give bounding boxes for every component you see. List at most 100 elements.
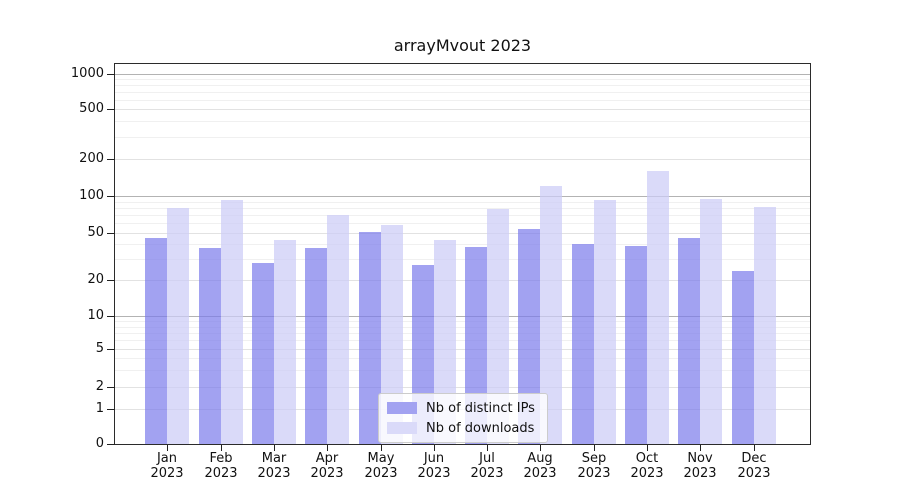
bar-distinct-ips-dec-2023 [731,270,754,444]
x-tick-mark [274,445,275,451]
x-tick-mark [381,445,382,451]
legend-label-downloads: Nb of downloads [426,420,535,436]
x-tick-year: 2023 [630,466,664,481]
bar-downloads-jun-2023 [433,239,456,444]
gridline-minor [115,244,810,246]
gridline-minor [115,215,810,217]
x-tick-year: 2023 [470,466,504,481]
y-tick-mark [107,74,115,75]
x-tick-label: Sep 2023 [564,451,624,481]
x-tick-label: Jun 2023 [404,451,464,481]
x-tick-month: Oct [635,451,659,466]
x-tick-mark [540,445,541,451]
y-tick-label: 2 [95,379,104,394]
legend-label-distinct-ips: Nb of distinct IPs [426,400,535,416]
bar-distinct-ips-jan-2023 [145,238,168,444]
y-tick-mark [107,159,115,160]
plot-border-top [114,63,811,64]
y-tick-label: 20 [87,272,104,287]
bar-downloads-apr-2023 [327,215,350,444]
y-tick-mark [107,409,115,410]
y-tick-mark [107,316,115,317]
y-axis-line [114,63,115,445]
bar-distinct-ips-may-2023 [358,231,381,444]
bar-downloads-nov-2023 [700,199,723,444]
x-tick-mark [594,445,595,451]
gridline [115,159,810,160]
x-tick-mark [167,445,168,451]
x-tick-label: Apr 2023 [297,451,357,481]
legend-item-distinct-ips: Nb of distinct IPs [387,398,535,418]
x-tick-mark [754,445,755,451]
x-tick-month: Mar [261,451,287,466]
x-tick-mark [647,445,648,451]
y-tick-label: 500 [79,101,104,116]
x-tick-label: Aug 2023 [510,451,570,481]
x-tick-month: Jun [423,451,445,466]
x-tick-label: Jul 2023 [457,451,517,481]
gridline [115,349,810,350]
bar-downloads-dec-2023 [753,206,776,444]
gridline-minor [115,79,810,81]
x-tick-year: 2023 [364,466,398,481]
x-tick-year: 2023 [150,466,184,481]
y-tick-mark [107,109,115,110]
x-tick-label: Jan 2023 [137,451,197,481]
plot-border-right [810,63,811,445]
bar-downloads-jul-2023 [487,209,510,444]
x-tick-month: Aug [527,451,553,466]
gridline [115,387,810,388]
x-tick-month: Sep [581,451,607,466]
gridline-minor [115,99,810,101]
legend-swatch-distinct-ips [387,402,417,414]
x-tick-month: Apr [315,451,339,466]
bar-downloads-oct-2023 [647,170,670,444]
x-tick-label: Oct 2023 [617,451,677,481]
y-tick-mark [107,387,115,388]
legend-swatch-downloads [387,422,417,434]
x-tick-year: 2023 [577,466,611,481]
x-tick-month: May [367,451,395,466]
gridline-minor [115,370,810,372]
gridline [115,316,810,317]
bar-downloads-jan-2023 [167,207,190,444]
bar-distinct-ips-aug-2023 [518,228,541,444]
x-tick-month: Feb [209,451,233,466]
gridline [115,196,810,197]
gridline-minor [115,223,810,225]
x-tick-label: Nov 2023 [670,451,730,481]
y-tick-mark [107,444,115,445]
x-tick-mark [700,445,701,451]
y-tick-mark [107,349,115,350]
bar-distinct-ips-apr-2023 [305,248,328,444]
gridline [115,74,810,75]
gridline [115,280,810,281]
gridline-minor [115,121,810,123]
bar-distinct-ips-nov-2023 [678,238,701,444]
x-tick-label: Dec 2023 [724,451,784,481]
x-tick-month: Nov [687,451,713,466]
chart-title: arrayMvout 2023 [393,36,532,55]
gridline-minor [115,326,810,328]
x-tick-year: 2023 [417,466,451,481]
bar-downloads-may-2023 [380,225,403,444]
gridline-minor [115,321,810,323]
y-tick-label: 5 [95,341,104,356]
plot-area [115,63,810,444]
y-tick-label: 1 [95,401,104,416]
x-tick-mark [434,445,435,451]
x-tick-year: 2023 [310,466,344,481]
bar-distinct-ips-mar-2023 [251,262,274,444]
x-tick-year: 2023 [737,466,771,481]
y-tick-mark [107,233,115,234]
gridline-minor [115,259,810,261]
x-tick-month: Jan [156,451,178,466]
bar-distinct-ips-sep-2023 [571,244,594,444]
x-tick-year: 2023 [204,466,238,481]
y-tick-label: 0 [95,436,104,451]
gridline-minor [115,332,810,334]
gridline-minor [115,201,810,203]
gridline [115,109,810,110]
bar-downloads-sep-2023 [593,200,616,444]
